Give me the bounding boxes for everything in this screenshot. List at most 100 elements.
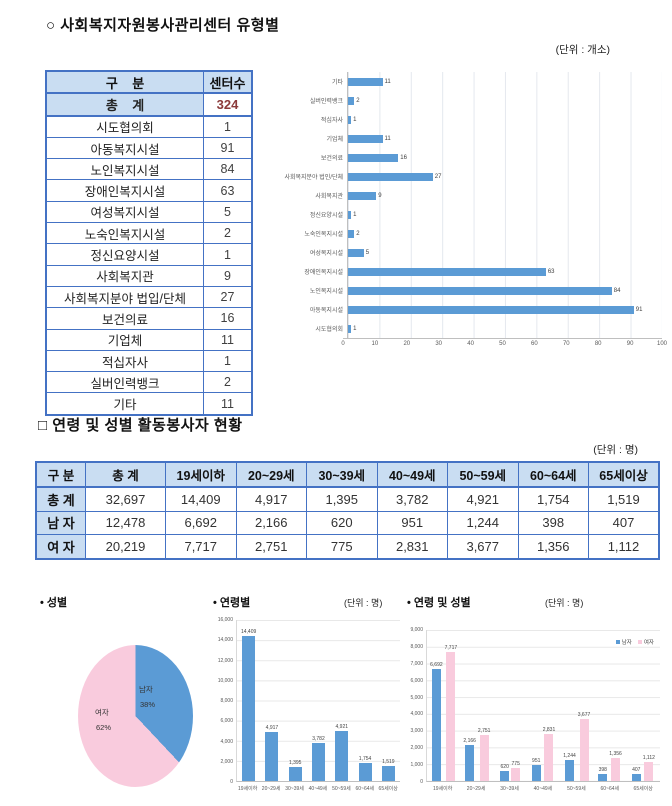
y-tick: 0 <box>230 779 233 785</box>
bar-track: 63 <box>347 262 662 281</box>
x-tick: 70 <box>562 341 570 347</box>
value-label: 2 <box>356 97 360 104</box>
row-value: 27 <box>203 285 253 309</box>
legend-marker <box>615 640 620 644</box>
value-label: 5 <box>365 249 370 256</box>
row-label: 남 자 <box>35 510 86 536</box>
y-tick: 0 <box>420 779 423 785</box>
bar <box>288 766 302 781</box>
y-tick: 6,000 <box>410 677 423 684</box>
chart-row: 적십자사 1 <box>283 110 662 129</box>
cell-value: 3,677 <box>447 534 519 560</box>
y-tick: 1,000 <box>410 762 423 769</box>
bar-track: 2 <box>347 224 662 243</box>
cell-value: 2,751 <box>235 534 307 560</box>
value-label: 6,692 <box>430 661 443 668</box>
value-label: 91 <box>635 306 643 313</box>
chart-row: 노인복지시설 84 <box>283 281 662 300</box>
chart-row: 아동복지시설 91 <box>283 300 662 319</box>
bar-track: 11 <box>347 72 662 91</box>
value-label: 620 <box>500 763 509 770</box>
table-row: 시도협의회 1 <box>45 115 253 138</box>
table-row: 장애인복지시설 63 <box>45 179 253 202</box>
bar <box>348 77 383 86</box>
bar <box>611 758 621 781</box>
total-label: 총 계 <box>45 92 204 117</box>
category-label: 65세이상 <box>378 786 398 792</box>
value-label: 84 <box>613 287 621 294</box>
column-header: 50~59세 <box>447 461 519 488</box>
y-tick: 8,000 <box>410 643 423 650</box>
row-label: 아동복지시설 <box>45 136 204 160</box>
age-chart-label: • 연령별 <box>213 597 251 609</box>
bar <box>348 210 352 219</box>
bar <box>565 760 574 781</box>
cell-value: 1,356 <box>517 534 589 560</box>
cell-value: 6,692 <box>165 510 237 536</box>
value-label: 2,751 <box>477 727 491 734</box>
category-label: 정신요양시설 <box>309 213 343 219</box>
bar-track: 1 <box>347 319 662 338</box>
y-tick: 7,000 <box>410 660 423 667</box>
value-label: 11 <box>384 78 391 85</box>
series-bar-group: 1,244 <box>563 630 576 781</box>
legend-label: 남자 <box>621 640 632 646</box>
row-label: 여 자 <box>35 534 86 560</box>
category-label: 30~39세 <box>285 786 304 792</box>
bar <box>348 172 433 181</box>
bar <box>348 191 377 200</box>
bar-slot: 620 775 <box>494 630 527 781</box>
row-label: 노인복지시설 <box>45 158 204 181</box>
plot-area: 6,692 7,717 2,166 2,751 620 775 951 2,831 1,244 3… <box>426 630 660 782</box>
chart-row: 사회복지관 9 <box>283 186 662 205</box>
x-axis: 19세이하 20~29세 30~39세 40~49세 50~59세 60~64세 65세이상 <box>426 782 660 798</box>
bar-slot: 1,519 <box>377 620 400 781</box>
bar <box>631 774 641 781</box>
series-bar-group: 2,751 <box>477 630 491 781</box>
plot-area: 기타 11 실버인력뱅크 2 적십자사 1 기업체 11 보건의료 16 사회복지분야 법인/단체 2… <box>283 72 662 338</box>
section2-title: □ 연령 및 성별 활동봉사자 현황 <box>38 417 243 434</box>
category-label: 50~59세 <box>332 786 351 792</box>
column-header: 65세이상 <box>588 461 660 488</box>
chart-row: 사회복지분야 법인/단체 27 <box>283 167 662 186</box>
gender-pie <box>78 645 193 787</box>
row-value: 16 <box>203 307 253 330</box>
column-header: 총 계 <box>85 461 166 488</box>
bar <box>431 668 441 781</box>
value-label: 407 <box>632 767 641 774</box>
series-bar-group: 6,692 <box>430 630 443 781</box>
value-label: 775 <box>511 761 520 767</box>
cell-value: 775 <box>306 534 378 560</box>
bar-slot: 14,409 <box>237 620 260 781</box>
value-label: 16 <box>400 154 407 161</box>
row-label: 총 계 <box>35 486 86 512</box>
row-label: 정신요양시설 <box>45 243 204 266</box>
bar <box>335 731 349 781</box>
bar <box>348 267 546 276</box>
value-label: 2 <box>356 230 360 237</box>
chart-row: 보건의료 16 <box>283 148 662 167</box>
age-chart-unit: (단위 : 명) <box>344 598 383 608</box>
y-tick: 10,000 <box>217 677 233 684</box>
row-value: 1 <box>203 349 253 373</box>
bar-slot: 398 1,356 <box>593 630 626 781</box>
section1-unit: (단위 : 개소) <box>555 44 610 56</box>
cell-value: 2,166 <box>235 510 307 536</box>
bar-track: 2 <box>347 91 662 110</box>
table-row: 기타 11 <box>45 392 253 416</box>
value-label: 1 <box>353 211 357 218</box>
category-label: 20~29세 <box>466 786 486 792</box>
bar-track: 84 <box>347 281 662 300</box>
category-label: 여성복지시설 <box>309 251 343 257</box>
bar <box>348 153 399 162</box>
cell-value: 1,395 <box>306 486 378 512</box>
cell-value: 398 <box>517 510 589 536</box>
bar-track: 16 <box>347 148 662 167</box>
bar-slot: 2,166 2,751 <box>460 630 493 781</box>
value-label: 9 <box>378 192 382 199</box>
category-label: 65세이상 <box>633 786 653 792</box>
cell-value: 32,697 <box>85 486 166 512</box>
section1-title: ○ 사회복지자원봉사관리센터 유형별 <box>46 17 280 34</box>
value-label: 1,244 <box>563 753 576 760</box>
